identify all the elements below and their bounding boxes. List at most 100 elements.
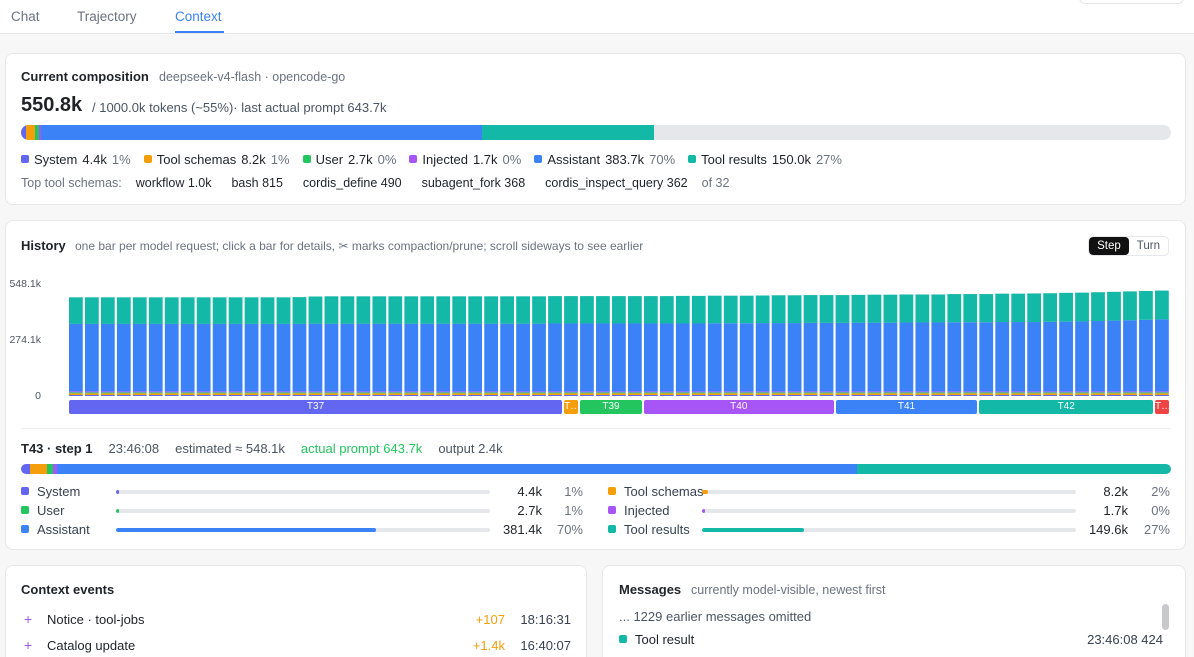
history-bar-segment[interactable] [228, 391, 243, 393]
history-bar-segment[interactable] [84, 395, 99, 396]
history-bar-segment[interactable] [643, 392, 658, 394]
history-bar-segment[interactable] [659, 395, 674, 396]
history-bar-segment[interactable] [691, 295, 706, 324]
history-bar-segment[interactable] [580, 323, 594, 392]
history-bar-segment[interactable] [580, 395, 594, 396]
history-bar-segment[interactable] [564, 392, 578, 394]
history-bar-segment[interactable] [867, 391, 882, 393]
history-bar-segment[interactable] [851, 392, 866, 394]
history-bar-segment[interactable] [452, 393, 467, 395]
history-bar-segment[interactable] [612, 391, 626, 393]
history-bar-segment[interactable] [372, 393, 387, 395]
toggle-step[interactable]: Step [1089, 237, 1129, 255]
history-bar-segment[interactable] [532, 296, 546, 324]
history-bar-segment[interactable] [931, 393, 946, 395]
history-bar-segment[interactable] [548, 296, 562, 324]
history-bar-segment[interactable] [867, 395, 882, 396]
history-bar-segment[interactable] [803, 295, 818, 323]
history-bar-segment[interactable] [963, 393, 978, 395]
history-bar-segment[interactable] [212, 297, 227, 324]
history-bar-segment[interactable] [851, 294, 866, 323]
history-bar-segment[interactable] [612, 395, 626, 396]
history-bar-segment[interactable] [516, 395, 530, 396]
history-bar-segment[interactable] [1091, 393, 1105, 395]
history-bar-segment[interactable] [819, 395, 834, 396]
history-bar-segment[interactable] [132, 297, 147, 324]
history-bar-segment[interactable] [627, 323, 642, 392]
top-right-control[interactable] [1079, 0, 1184, 4]
tab-trajectory[interactable]: Trajectory [77, 9, 137, 24]
history-bar-segment[interactable] [452, 391, 467, 393]
history-bar-segment[interactable] [500, 391, 514, 393]
history-bar-segment[interactable] [148, 297, 163, 324]
history-bar-segment[interactable] [292, 395, 307, 396]
tab-context[interactable]: Context [175, 9, 222, 24]
history-bar-segment[interactable] [851, 322, 866, 392]
history-bar-segment[interactable] [803, 322, 818, 392]
history-bar-segment[interactable] [484, 393, 499, 395]
history-bar-segment[interactable] [148, 323, 163, 392]
history-bar-segment[interactable] [899, 322, 914, 392]
turn-marker[interactable]: T40 [643, 400, 834, 414]
history-bar-segment[interactable] [580, 392, 594, 394]
history-bar-segment[interactable] [468, 323, 483, 392]
history-bar-segment[interactable] [244, 323, 259, 392]
history-bar-segment[interactable] [819, 393, 834, 395]
history-bar-segment[interactable] [1155, 395, 1169, 396]
history-bar-segment[interactable] [1011, 395, 1026, 396]
history-bar-segment[interactable] [260, 391, 275, 393]
history-bar-segment[interactable] [564, 296, 578, 324]
history-bar-segment[interactable] [739, 295, 754, 324]
history-bar-segment[interactable] [356, 296, 371, 324]
history-bar-segment[interactable] [548, 395, 562, 396]
history-bar-segment[interactable] [180, 393, 195, 395]
history-bar-segment[interactable] [1027, 293, 1042, 323]
history-bar-segment[interactable] [755, 395, 770, 396]
history-bar-segment[interactable] [324, 393, 339, 395]
history-bar-segment[interactable] [612, 323, 626, 392]
history-bar-segment[interactable] [116, 393, 131, 395]
history-bar-segment[interactable] [196, 393, 211, 395]
history-bar-segment[interactable] [340, 323, 355, 392]
history-bar-segment[interactable] [228, 297, 243, 324]
history-bar-segment[interactable] [100, 393, 115, 395]
history-bar-segment[interactable] [580, 296, 594, 324]
history-bar-segment[interactable] [100, 297, 115, 324]
history-bar-segment[interactable] [835, 391, 850, 393]
history-bar-segment[interactable] [340, 392, 355, 394]
history-bar-segment[interactable] [276, 392, 291, 394]
history-bar-segment[interactable] [755, 295, 770, 324]
history-bar-segment[interactable] [995, 322, 1010, 392]
history-bar-segment[interactable] [755, 323, 770, 392]
history-bar-segment[interactable] [1155, 393, 1169, 395]
history-bar-segment[interactable] [659, 323, 674, 392]
history-bar-segment[interactable] [532, 391, 546, 393]
history-bar-segment[interactable] [707, 295, 722, 324]
history-bar-segment[interactable] [116, 391, 131, 393]
history-bar-segment[interactable] [164, 395, 179, 396]
history-bar-segment[interactable] [1011, 322, 1026, 392]
history-bar-segment[interactable] [69, 392, 83, 394]
history-bar-segment[interactable] [69, 323, 83, 392]
history-bar-segment[interactable] [1123, 392, 1137, 394]
history-bar-segment[interactable] [1059, 395, 1073, 396]
history-bar-segment[interactable] [1123, 395, 1137, 396]
history-bar-segment[interactable] [212, 391, 227, 393]
history-bar-segment[interactable] [707, 393, 722, 395]
history-bar-segment[interactable] [1139, 393, 1153, 395]
history-bar-segment[interactable] [468, 395, 483, 396]
history-bar-segment[interactable] [995, 391, 1010, 393]
history-bar-segment[interactable] [867, 294, 882, 323]
history-bar-segment[interactable] [116, 323, 131, 392]
history-bar-segment[interactable] [1155, 392, 1169, 394]
history-bar-segment[interactable] [883, 322, 898, 392]
history-bar-segment[interactable] [787, 392, 802, 394]
turn-marker[interactable]: T39 [580, 400, 642, 414]
turn-marker[interactable]: T37 [69, 400, 563, 414]
history-bar-segment[interactable] [276, 323, 291, 392]
history-bar-segment[interactable] [627, 393, 642, 395]
history-bar-segment[interactable] [1043, 321, 1057, 392]
history-bar-segment[interactable] [388, 296, 403, 324]
history-bar-segment[interactable] [643, 395, 658, 396]
history-bar-segment[interactable] [84, 323, 99, 392]
